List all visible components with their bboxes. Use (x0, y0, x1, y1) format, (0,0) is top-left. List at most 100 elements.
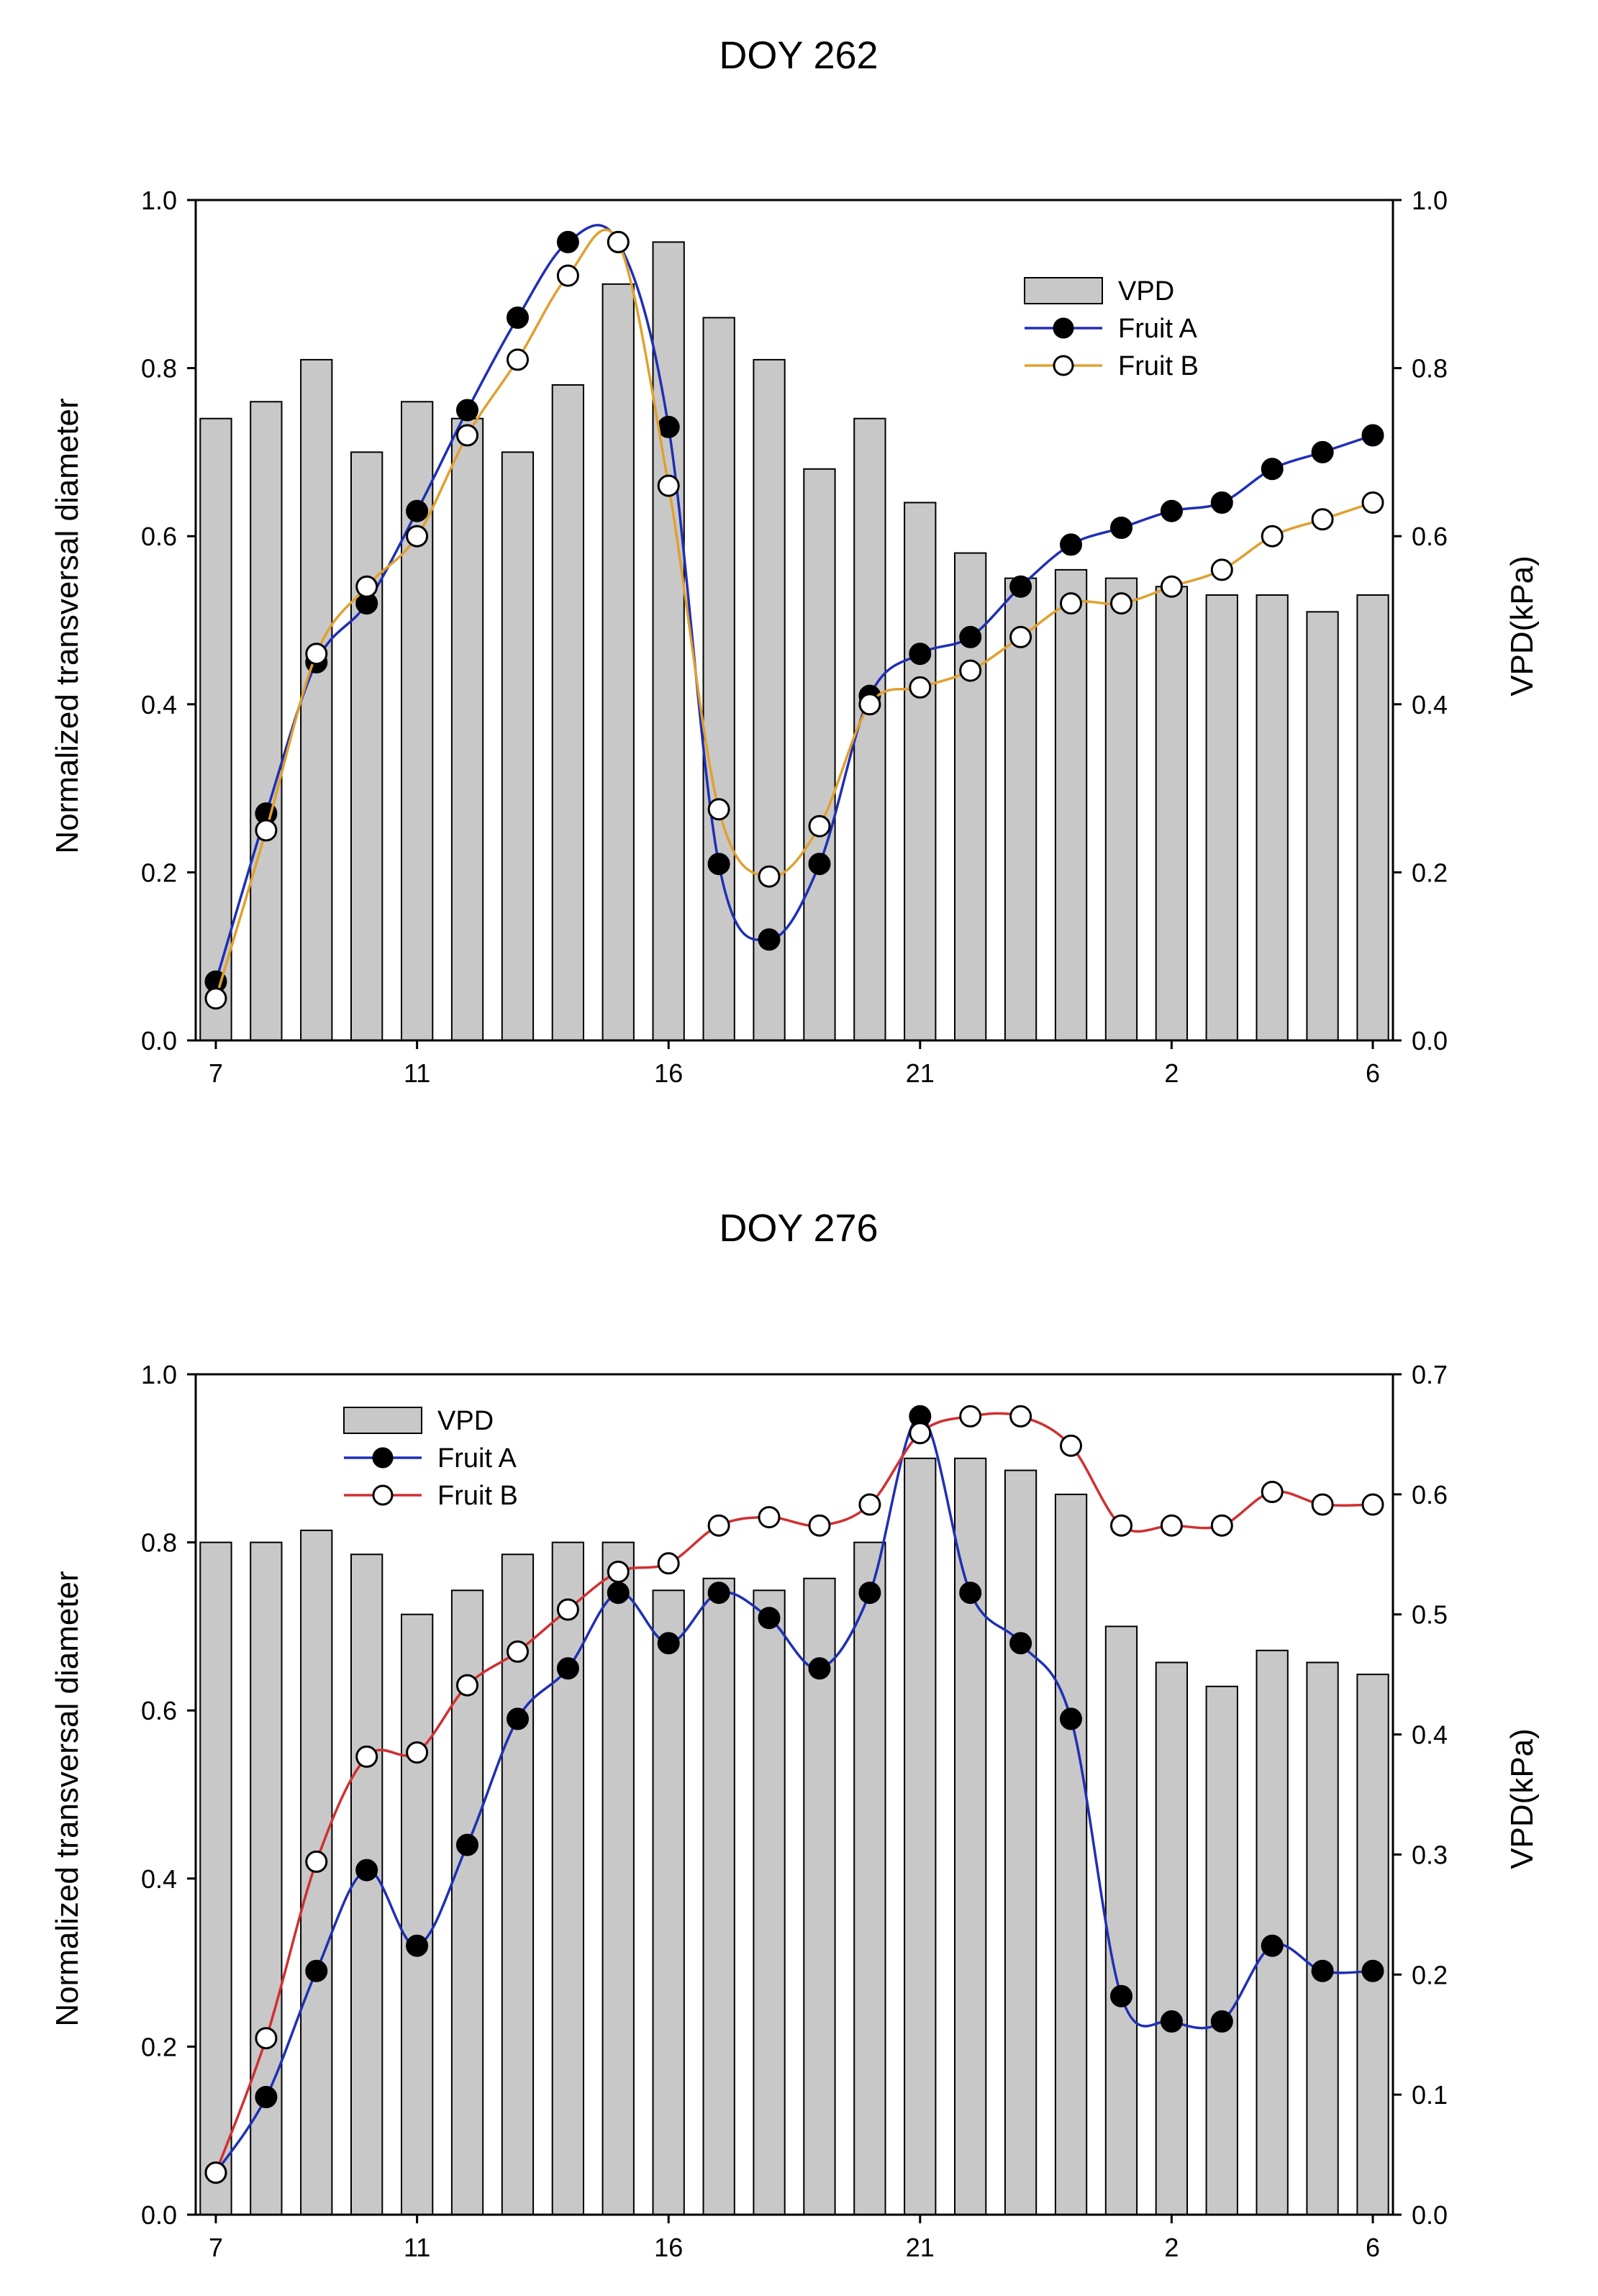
vpd-bar (1104, 577, 1138, 1041)
y2-tick-label: 0.7 (1412, 1360, 1448, 1389)
fruit-a-point (1210, 491, 1233, 514)
chart-title: DOY 276 (719, 1207, 878, 1250)
x-tick-label: 11 (404, 1058, 430, 1088)
vpd-bar (702, 317, 735, 1041)
fruit-b-point (1110, 592, 1132, 615)
chart-doy-262: DOY 262 Normalized transversal diameter … (50, 34, 1540, 1088)
fruit-a-point (707, 853, 730, 876)
fruit-a-point (858, 1582, 881, 1605)
legend-fruit-b-marker (372, 1484, 394, 1506)
x-tick-label: 16 (654, 1058, 683, 1088)
vpd-bar (551, 384, 585, 1041)
vpd-bar (350, 451, 383, 1041)
fruit-b-point (959, 659, 982, 682)
y-tick-label: 0.8 (141, 1528, 177, 1558)
y-tick-label: 1.0 (141, 186, 177, 215)
vpd-bar (753, 1589, 786, 2216)
fruit-b-point (204, 2161, 227, 2184)
fruit-b-point (355, 575, 378, 598)
fruit-b-point (607, 1561, 630, 1583)
fruit-b-point (1160, 575, 1183, 598)
fruit-a-point (255, 2086, 278, 2108)
fruit-a-point (959, 625, 982, 648)
axis-ticks: 0.0 0.2 0.4 0.6 0.8 1.0 0.0 0.1 0.2 0.3 0.4 0.5 0.6 0… (141, 1360, 1448, 2262)
fruit-a-point (556, 230, 579, 253)
y-tick-label: 0.2 (141, 858, 177, 887)
y-tick-label: 0.8 (141, 354, 177, 384)
fruit-a-point (507, 1707, 529, 1730)
fruit-b-point (707, 1514, 730, 1537)
vpd-bar (803, 1577, 836, 2215)
x-tick-label: 7 (209, 1058, 223, 1088)
fruit-a-point (556, 1657, 579, 1680)
y-tick-label: 0.0 (141, 1026, 177, 1056)
vpd-bar (601, 283, 635, 1041)
vpd-bar (904, 502, 937, 1041)
fruit-a-point (758, 928, 781, 951)
vpd-bars (199, 1457, 1389, 2216)
fruit-a-point (456, 1833, 478, 1856)
fruit-b-point (1261, 1481, 1284, 1503)
fruit-a-point (1060, 1707, 1082, 1730)
fruit-a-point (1311, 440, 1334, 463)
vpd-bar (1104, 1625, 1138, 2215)
fruit-b-point (305, 1850, 328, 1873)
fruit-b-point (758, 865, 781, 888)
x-tick-label: 6 (1366, 1058, 1380, 1088)
fruit-b-point (1160, 1514, 1183, 1537)
fruit-b-point (204, 987, 227, 1010)
fruit-b-point (456, 1674, 478, 1697)
vpd-bar (300, 358, 333, 1041)
y-tick-label: 0.0 (141, 2200, 177, 2230)
fruit-a-point (406, 1934, 429, 1957)
fruit-b-point (1060, 1434, 1082, 1457)
fruit-a-point (1060, 533, 1082, 556)
legend-vpd-label: VPD (1118, 276, 1174, 307)
fruit-b-point (858, 1493, 881, 1516)
vpd-bar (1356, 1674, 1389, 2216)
fruit-a-point (657, 415, 680, 438)
vpd-bar (601, 1541, 635, 2216)
legend-fruit-a-marker (372, 1447, 394, 1469)
fruit-a-point (909, 643, 932, 666)
y2-tick-label: 0.4 (1412, 690, 1448, 720)
y2-tick-label: 0.1 (1412, 2080, 1448, 2110)
vpd-bar (702, 1577, 735, 2215)
vpd-bar (250, 1541, 283, 2216)
fruit-a-point (959, 1582, 982, 1605)
fruit-b-point (255, 819, 278, 842)
fruit-b-point (858, 693, 881, 716)
axis-ticks: 0.0 0.2 0.4 0.6 0.8 1.0 0.0 0.2 0.4 0.6 0.8 1.0 7 11 1… (141, 186, 1448, 1088)
y-axis-label: Normalized transversal diameter (50, 398, 85, 853)
y2-tick-label: 0.2 (1412, 1960, 1448, 1989)
legend-vpd-swatch (1024, 277, 1103, 304)
legend-vpd-label: VPD (437, 1406, 494, 1436)
fruit-b-point (1311, 508, 1334, 531)
fruit-a-point (406, 499, 429, 522)
fruit-lines (204, 1405, 1384, 2184)
fruit-a-point (808, 853, 831, 876)
legend-fruit-a-marker (1053, 317, 1074, 339)
fruit-b-point (355, 1745, 378, 1768)
fruit-a-point (507, 307, 529, 329)
y-tick-label: 1.0 (141, 1360, 177, 1389)
vpd-bar (853, 1541, 886, 2216)
vpd-bar (1306, 611, 1339, 1041)
fruit-a-point (1160, 2010, 1183, 2033)
vpd-bar (1256, 594, 1289, 1041)
fruit-b-point (406, 525, 429, 548)
legend-fruit-b-label: Fruit B (437, 1481, 518, 1511)
y2-tick-label: 0.5 (1412, 1600, 1448, 1630)
fruit-b-point (556, 264, 579, 287)
vpd-bar (450, 417, 484, 1041)
fruit-b-point (456, 424, 478, 447)
vpd-bar (1004, 577, 1038, 1041)
fruit-b-point (1009, 625, 1032, 648)
y2-tick-label: 0.6 (1412, 522, 1448, 551)
fruit-a-point (657, 1632, 680, 1655)
x-tick-label: 16 (654, 2233, 683, 2262)
legend: VPD Fruit A Fruit B (343, 1406, 518, 1511)
fruit-a-point (1009, 575, 1032, 598)
fruit-b-point (1261, 525, 1284, 548)
vpd-bar (199, 417, 232, 1041)
